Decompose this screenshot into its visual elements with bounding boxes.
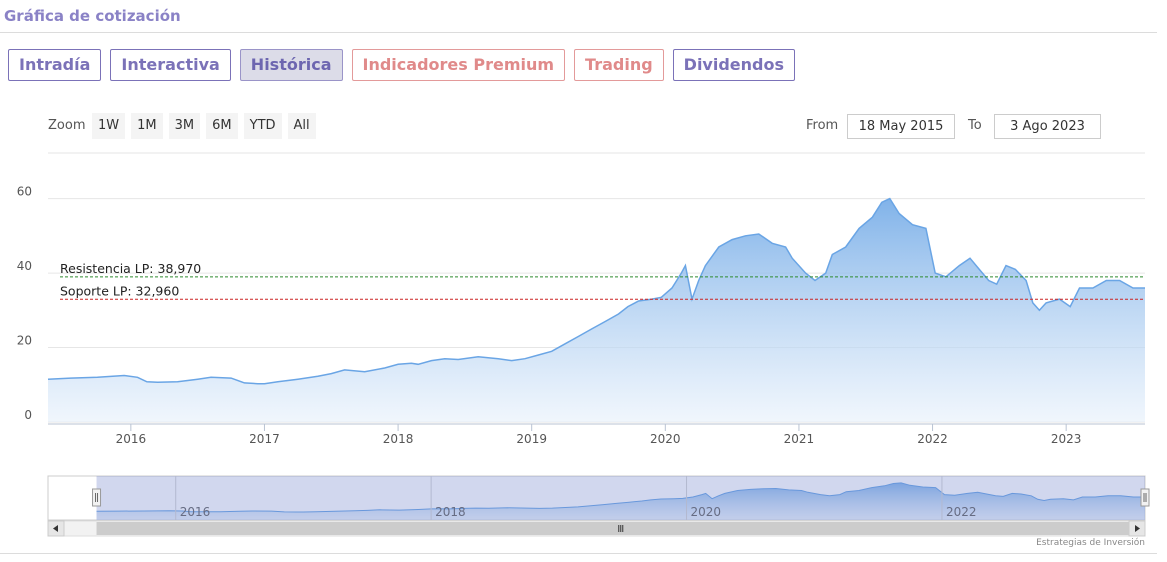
y-axis-labels: 0 20 40 60 [17, 185, 32, 422]
tab-interactiva[interactable]: Interactiva [110, 49, 231, 81]
support-label: Soporte LP: 32,960 [60, 283, 179, 298]
zoom-button-group: 1W 1M 3M 6M YTD All [92, 113, 316, 139]
tab-trading[interactable]: Trading [574, 49, 664, 81]
navigator-selection [96, 476, 1145, 520]
navigator-tick-label: 2022 [946, 505, 977, 519]
resistance-label: Resistencia LP: 38,970 [60, 261, 201, 276]
navigator[interactable]: 2016 2018 2020 2022 [47, 475, 1150, 537]
navigator-left-handle [92, 488, 102, 507]
credit-text: Estrategias de Inversión [1036, 538, 1145, 548]
to-label: To [968, 118, 982, 133]
bottom-divider [0, 553, 1157, 554]
price-area [48, 198, 1145, 422]
tab-intradia[interactable]: Intradía [8, 49, 102, 81]
zoom-6m-button[interactable]: 6M [206, 113, 238, 139]
tab-indicadores-premium[interactable]: Indicadores Premium [351, 49, 566, 81]
x-tick-label: 2020 [650, 432, 681, 446]
x-tick-label: 2016 [116, 432, 147, 446]
from-label: From [806, 118, 839, 133]
x-tick-label: 2021 [784, 432, 815, 446]
y-tick-label: 40 [17, 259, 32, 273]
widget-title: Gráfica de cotización [4, 7, 181, 25]
zoom-label: Zoom [48, 118, 86, 133]
from-date-input[interactable]: 18 May 2015 [847, 114, 955, 139]
tab-historica[interactable]: Histórica [239, 49, 343, 81]
zoom-1w-button[interactable]: 1W [92, 113, 126, 139]
arrow-right-icon [1135, 525, 1140, 532]
y-tick-label: 0 [24, 408, 32, 422]
price-line [47, 197, 1145, 385]
zoom-ytd-button[interactable]: YTD [243, 113, 282, 139]
title-divider [0, 32, 1157, 33]
arrow-left-icon [53, 525, 58, 532]
price-series [47, 197, 1145, 422]
y-tick-label: 20 [17, 334, 32, 348]
x-tick-label: 2018 [383, 432, 414, 446]
navigator-right-handle [1140, 488, 1150, 507]
navigator-line [96, 482, 1145, 513]
support-resistance-lines: Resistencia LP: 38,970 Soporte LP: 32,960 [60, 261, 1145, 300]
x-tick-label: 2017 [249, 432, 280, 446]
x-axis: 2016 2017 2018 2019 2020 2021 2022 2023 [48, 423, 1145, 446]
x-tick-label: 2019 [516, 432, 547, 446]
zoom-3m-button[interactable]: 3M [168, 113, 201, 139]
chart-type-tabs: Intradía Interactiva Histórica Indicador… [8, 49, 795, 81]
navigator-tick-label: 2016 [180, 505, 211, 519]
tab-dividendos[interactable]: Dividendos [672, 49, 795, 81]
navigator-tick-label: 2018 [435, 505, 466, 519]
zoom-all-button[interactable]: All [287, 113, 316, 139]
x-tick-label: 2022 [917, 432, 948, 446]
y-tick-label: 60 [17, 185, 32, 199]
x-tick-label: 2023 [1051, 432, 1082, 446]
to-date-input[interactable]: 3 Ago 2023 [994, 114, 1101, 139]
zoom-1m-button[interactable]: 1M [131, 113, 163, 139]
navigator-tick-label: 2020 [691, 505, 722, 519]
